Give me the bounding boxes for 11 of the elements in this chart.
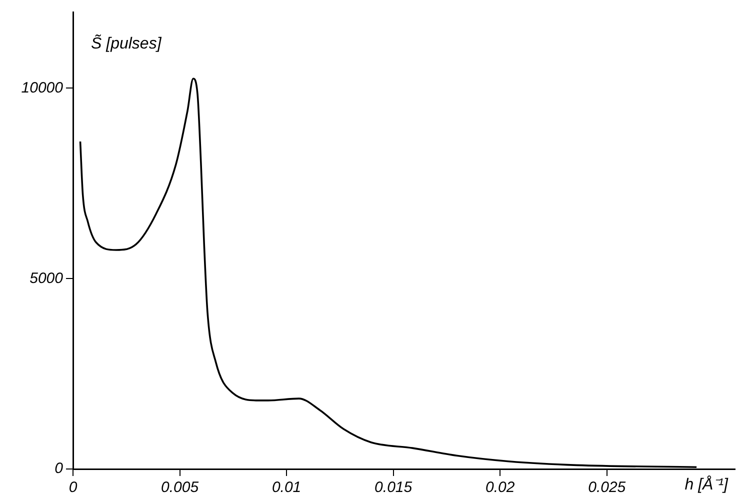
x-tick-label: 0.02 (485, 479, 516, 496)
y-tick-label: 0 (54, 460, 64, 478)
x-axis-title: h [Å⁻¹] (684, 475, 729, 494)
x-tick-label: 0.025 (588, 479, 626, 496)
x-tick-label: 0.005 (161, 479, 200, 496)
y-axis-title: S̃ [pulses] (91, 33, 162, 52)
x-tick-label: 0.015 (374, 479, 413, 496)
x-tick-label: 0.01 (272, 479, 302, 496)
y-tick-label: 10000 (21, 79, 64, 96)
y-tick-label: 5000 (30, 270, 64, 287)
x-tick-label: 0 (68, 479, 78, 496)
